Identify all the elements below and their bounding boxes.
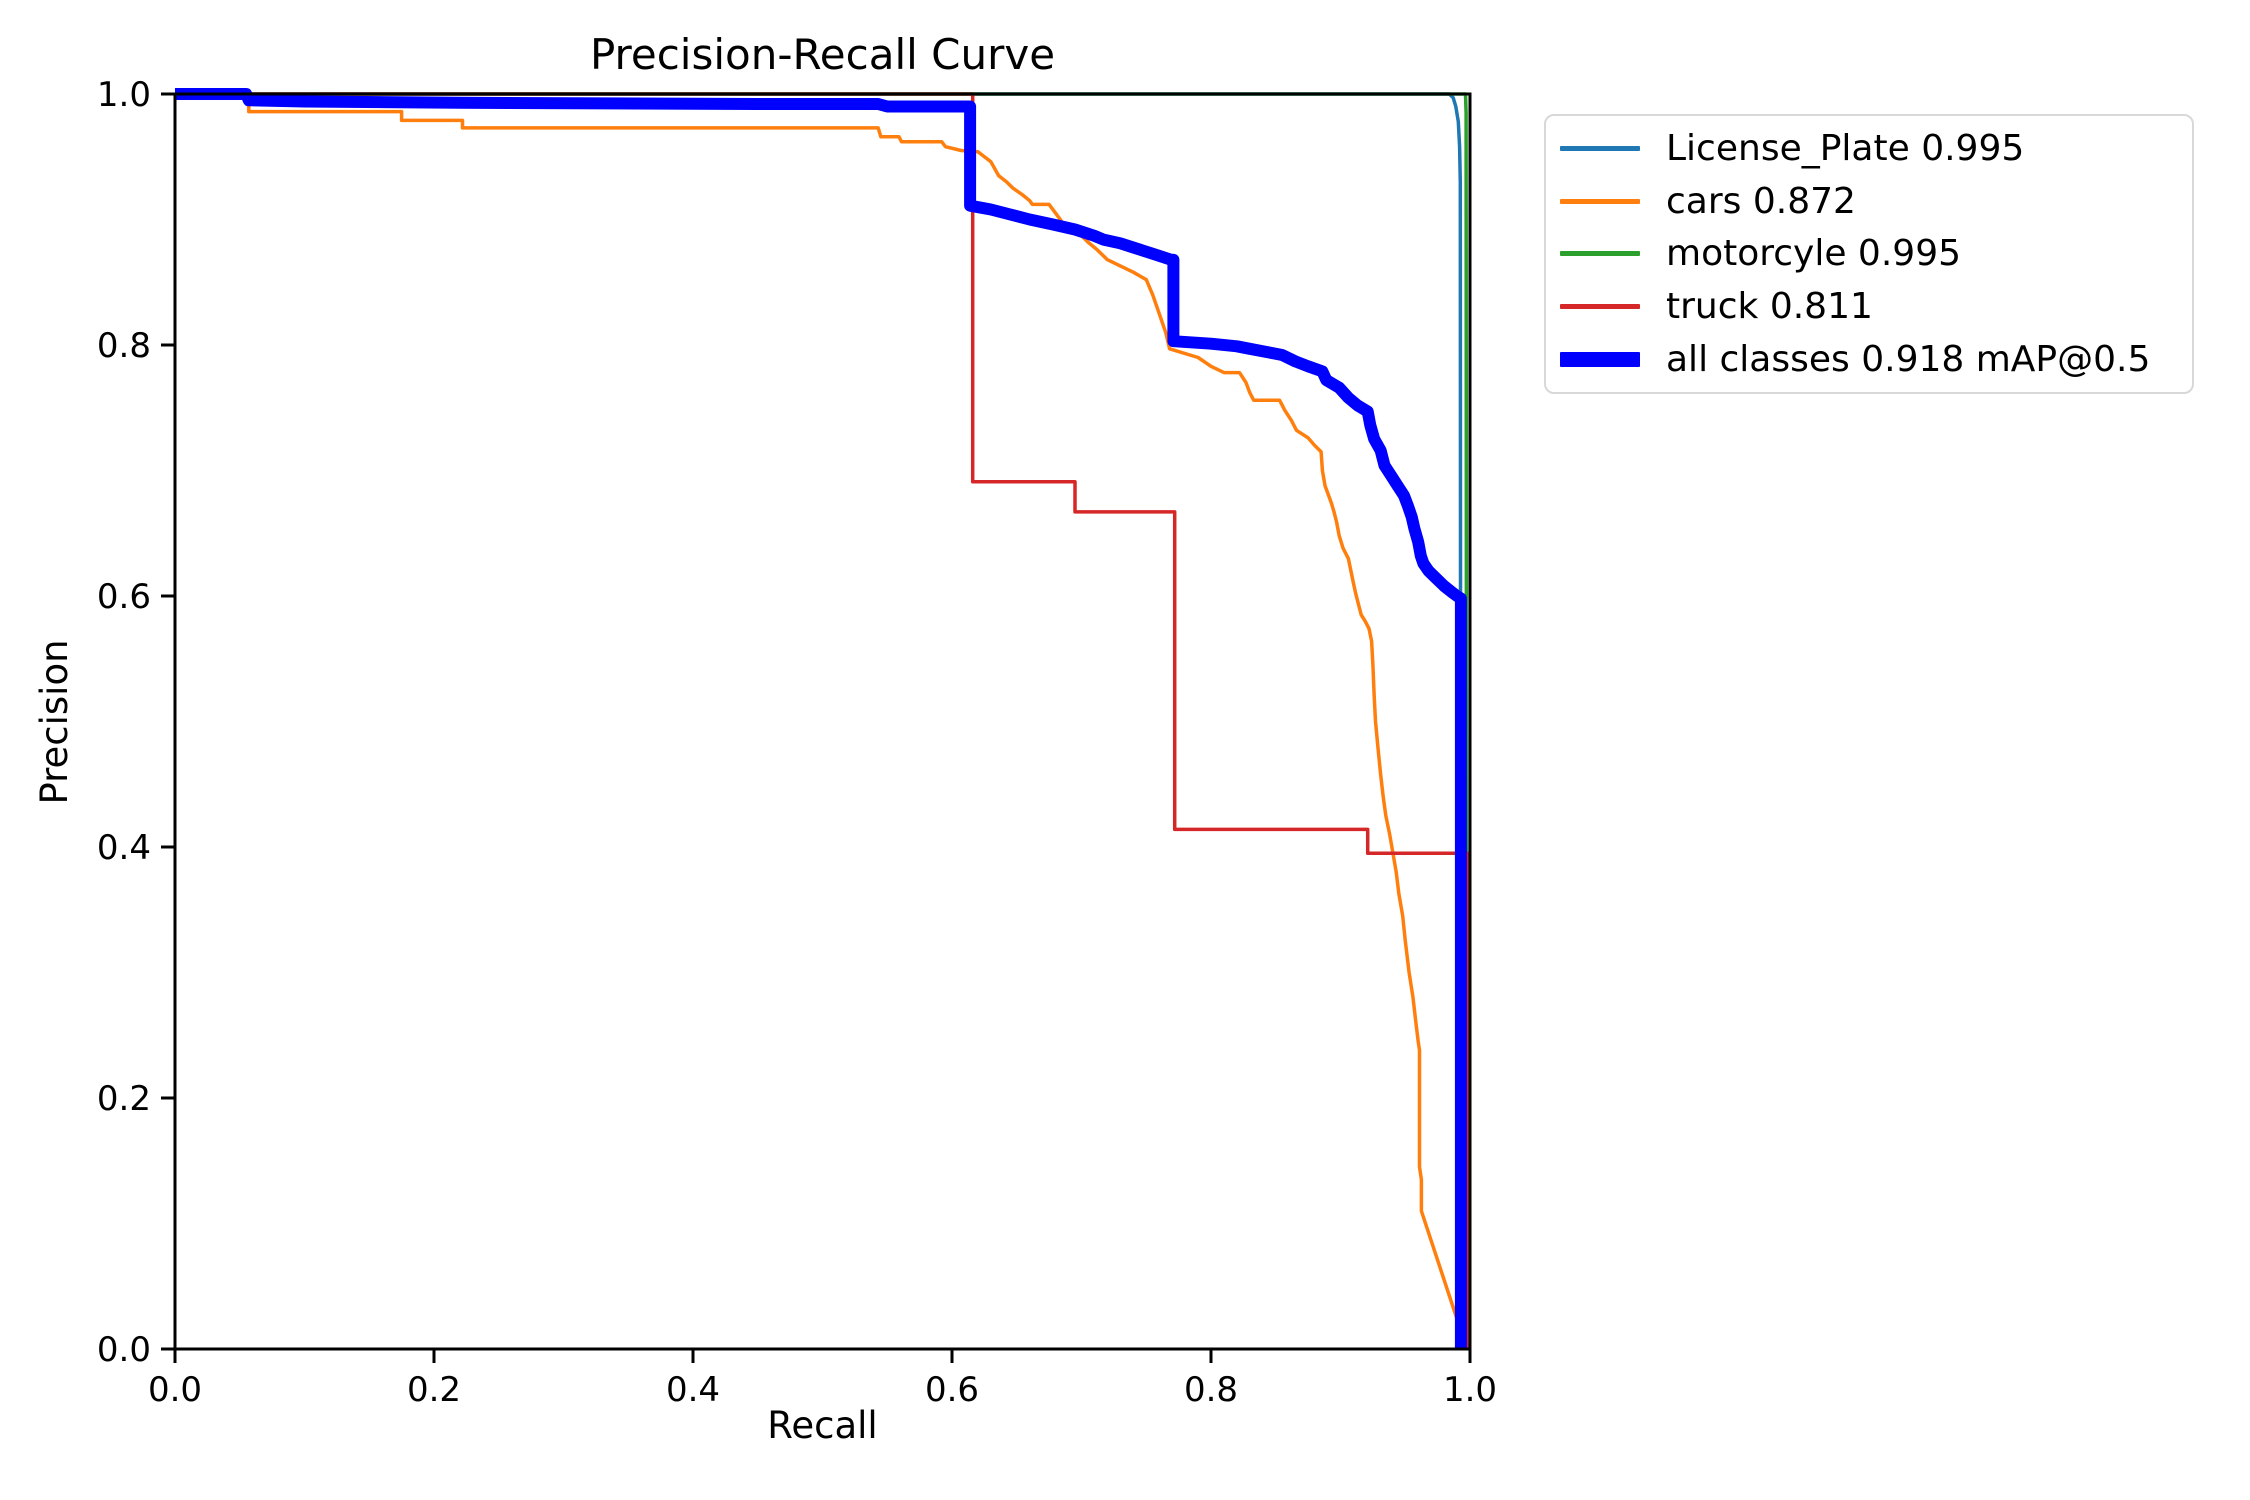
legend-row: License_Plate 0.995 (1560, 122, 2178, 174)
plot-spines (173, 92, 1472, 1351)
x-tick-label: 1.0 (1443, 1370, 1497, 1410)
x-tick-label: 0.0 (148, 1370, 202, 1410)
y-tick-label: 0.8 (97, 326, 151, 366)
legend-label: all classes 0.918 mAP@0.5 (1666, 339, 2151, 381)
x-tick-label: 0.4 (666, 1370, 720, 1410)
legend-sample-line (1560, 198, 1640, 204)
legend-label: motorcyle 0.995 (1666, 233, 1961, 275)
y-tick-label: 0.4 (97, 828, 151, 868)
legend-row: motorcyle 0.995 (1560, 228, 2178, 280)
legend-label: License_Plate 0.995 (1666, 127, 2025, 169)
series-line-License_Plate (175, 92, 1463, 1350)
series-line-truck (175, 92, 1470, 1349)
x-axis-label: Recall (767, 1404, 878, 1447)
legend-row: all classes 0.918 mAP@0.5 (1560, 334, 2178, 386)
legend-sample-line (1560, 145, 1640, 151)
y-tick-label: 0.2 (97, 1079, 151, 1119)
x-tick-label: 0.6 (925, 1370, 979, 1410)
y-tick-label: 0.0 (97, 1330, 151, 1370)
legend-sample-line (1560, 304, 1640, 310)
legend-row: cars 0.872 (1560, 175, 2178, 227)
legend-sample-line (1560, 352, 1640, 368)
x-tick-label: 0.2 (407, 1370, 461, 1410)
y-tick-label: 0.6 (97, 577, 151, 617)
series-line-cars (175, 92, 1467, 1344)
y-tick-label: 1.0 (97, 75, 151, 115)
series-line-motorcyle (175, 92, 1469, 1350)
x-tick-label: 0.8 (1184, 1370, 1238, 1410)
legend-label: truck 0.811 (1666, 286, 1873, 328)
legend-row: truck 0.811 (1560, 281, 2178, 333)
legend-sample-line (1560, 251, 1640, 257)
legend: License_Plate 0.995 cars 0.872 motorcyle 0… (1544, 114, 2194, 394)
chart-title: Precision-Recall Curve (589, 30, 1056, 79)
series-line-all-classes (175, 88, 1467, 1349)
legend-label: cars 0.872 (1666, 180, 1856, 222)
